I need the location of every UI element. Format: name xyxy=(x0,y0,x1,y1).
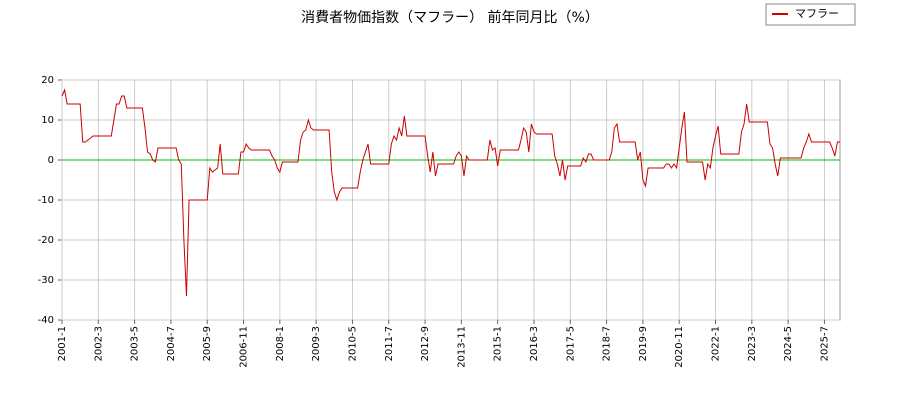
x-tick-label: 2005-9 xyxy=(202,326,213,361)
legend-label: マフラー xyxy=(795,7,839,20)
x-tick-label: 2008-1 xyxy=(275,326,286,361)
x-tick-label: 2015-1 xyxy=(493,326,504,361)
x-tick-label: 2017-5 xyxy=(565,326,576,361)
y-tick-label: -20 xyxy=(38,235,54,246)
y-tick-label: -30 xyxy=(38,275,54,286)
x-tick-label: 2012-9 xyxy=(420,326,431,361)
y-tick-label: -40 xyxy=(38,315,54,326)
x-tick-label: 2010-5 xyxy=(347,326,358,361)
x-tick-label: 2025-7 xyxy=(819,326,830,361)
x-tick-label: 2003-5 xyxy=(130,326,141,361)
x-tick-label: 2022-1 xyxy=(711,326,722,361)
chart-title: 消費者物価指数（マフラー） 前年同月比（%） xyxy=(301,9,599,26)
x-tick-label: 2019-9 xyxy=(638,326,649,361)
series-line xyxy=(61,88,840,297)
x-tick-label: 2013-11 xyxy=(456,326,467,368)
x-tick-label: 2023-3 xyxy=(747,326,758,361)
x-tick-label: 2020-11 xyxy=(674,326,685,368)
y-tick-label: -10 xyxy=(38,195,54,206)
x-tick-label: 2024-5 xyxy=(783,326,794,361)
x-tick-label: 2018-7 xyxy=(602,326,613,361)
y-tick-label: 20 xyxy=(41,75,54,86)
legend-box xyxy=(765,3,856,26)
x-tick-label: 2002-3 xyxy=(93,326,104,361)
x-tick-label: 2009-3 xyxy=(311,326,322,361)
x-tick-label: 2001-1 xyxy=(57,326,68,361)
y-tick-label: 10 xyxy=(41,115,54,126)
x-tick-label: 2004-7 xyxy=(166,326,177,361)
y-tick-label: 0 xyxy=(48,155,54,166)
x-tick-label: 2011-7 xyxy=(384,326,395,361)
x-tick-label: 2016-3 xyxy=(529,326,540,361)
x-tick-label: 2006-11 xyxy=(239,326,250,368)
